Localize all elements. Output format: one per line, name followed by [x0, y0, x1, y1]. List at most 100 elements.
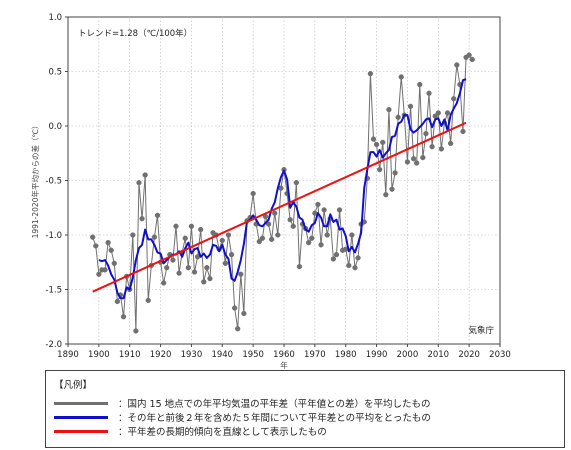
- data-point-annual: [219, 237, 225, 244]
- trend-annotation: トレンド=1.28（℃/100年）: [78, 28, 192, 39]
- x-tick-label: 1940: [211, 350, 233, 360]
- data-point-annual: [191, 269, 198, 275]
- data-point-annual: [420, 154, 426, 161]
- x-tick-label: 1990: [366, 350, 388, 360]
- data-point-annual: [225, 232, 232, 238]
- x-tick-label: 1920: [150, 350, 172, 360]
- data-point-annual: [336, 207, 343, 213]
- data-point-annual: [392, 170, 398, 176]
- y-tick-label: -1.0: [45, 231, 62, 241]
- data-point-annual: [389, 186, 395, 192]
- x-tick-label: 1980: [335, 350, 357, 360]
- data-point-annual: [161, 280, 167, 286]
- data-point-annual: [256, 238, 262, 245]
- legend: 【凡例】 ：国内 15 地点での年平均気温の平年差（平年値との差）を平均したもの…: [45, 370, 565, 448]
- legend-item-five-year-mean: ：その年と前後２年を含めた５年間について平年差との平均をとったもの: [54, 411, 431, 424]
- data-point-annual: [407, 103, 414, 110]
- data-point-annual: [198, 226, 204, 233]
- data-point-annual: [426, 90, 432, 96]
- legend-swatch-gray-line: [54, 401, 108, 405]
- data-point-annual: [105, 239, 111, 246]
- data-point-annual: [111, 260, 117, 266]
- data-point-annual: [133, 328, 139, 334]
- data-point-annual: [373, 141, 380, 148]
- data-point-annual: [235, 326, 241, 332]
- x-tick-label: 1960: [273, 350, 295, 360]
- data-point-annual: [90, 234, 96, 240]
- data-point-annual: [293, 180, 299, 186]
- temperature-anomaly-chart: 1890 1900 1910 1920 1930 1940 1950 1960 1970 1980…: [30, 13, 511, 370]
- data-point-annual: [383, 192, 389, 198]
- data-point-annual: [130, 232, 136, 238]
- data-point-annual: [423, 130, 429, 137]
- data-point-annual: [207, 275, 213, 282]
- legend-item-trend: ：平年差の長期的傾向を直線として表示したもの: [54, 425, 327, 438]
- data-point-annual: [466, 52, 472, 58]
- data-point-annual: [417, 81, 423, 88]
- legend-title: 【凡例】: [54, 380, 93, 391]
- source-label: 気象庁: [468, 325, 494, 336]
- data-point-annual: [250, 190, 256, 197]
- data-point-annual: [438, 146, 445, 152]
- data-point-annual: [306, 239, 312, 246]
- data-point-annual: [321, 207, 327, 213]
- data-point-annual: [265, 221, 272, 227]
- x-axis-ticks: 1890 1900 1910 1920 1930 1940 1950 1960 1970 1980…: [57, 344, 511, 360]
- data-point-annual: [96, 271, 102, 277]
- data-point-annual: [287, 217, 293, 223]
- series-line-annual: [92, 54, 473, 332]
- data-point-annual: [188, 223, 195, 229]
- x-tick-label: 2010: [427, 350, 449, 360]
- data-point-annual: [318, 242, 324, 248]
- data-point-annual: [296, 263, 303, 270]
- data-point-annual: [352, 265, 358, 271]
- data-point-annual: [404, 159, 411, 165]
- data-point-annual: [259, 235, 266, 241]
- data-point-annual: [108, 247, 114, 253]
- data-point-annual: [460, 128, 466, 135]
- data-point-annual: [139, 216, 145, 222]
- y-tick-label: -1.5: [45, 286, 62, 296]
- data-point-annual: [315, 201, 321, 208]
- y-tick-label: 1.0: [48, 13, 62, 23]
- data-point-annual: [395, 114, 401, 120]
- data-point-annual: [269, 236, 275, 243]
- data-point-annual: [170, 257, 176, 263]
- data-point-annual: [370, 136, 377, 142]
- data-point-annual: [386, 107, 392, 113]
- y-axis-title: 1991-2020年平均からの差（℃）: [30, 122, 40, 239]
- data-point-annual: [429, 144, 435, 150]
- data-point-annual: [114, 298, 121, 305]
- data-point-annual: [136, 180, 142, 186]
- data-point-annual: [454, 62, 460, 68]
- data-point-annual: [154, 212, 161, 219]
- data-point-annual: [377, 166, 383, 173]
- data-point-annual: [145, 297, 151, 304]
- data-point-annual: [398, 74, 404, 80]
- data-point-annual: [241, 310, 247, 317]
- data-point-annual: [142, 172, 148, 178]
- data-point-annual: [414, 160, 420, 166]
- data-point-annual: [164, 265, 170, 271]
- data-point-annual: [176, 270, 182, 276]
- legend-item-label: ：平年差の長期的傾向を直線として表示したもの: [118, 427, 327, 438]
- x-tick-label: 1930: [181, 350, 203, 360]
- x-tick-label: 1910: [119, 350, 141, 360]
- y-axis-ticks: -2.0 -1.5 -1.0 -0.5 0.0 0.5 1.0: [45, 13, 68, 350]
- data-point-annual: [333, 251, 340, 258]
- x-tick-label: 1970: [304, 350, 326, 360]
- data-point-annual: [231, 305, 238, 311]
- legend-item-label: ：国内 15 地点での年平均気温の平年差（平年値との差）を平均したもの: [118, 399, 431, 410]
- data-point-annual: [102, 267, 108, 273]
- x-axis-title: 年: [280, 360, 288, 370]
- data-point-annual: [204, 265, 210, 271]
- data-point-annual: [367, 71, 374, 77]
- series-line-five_year_mean: [98, 78, 467, 300]
- data-point-annual: [120, 314, 127, 320]
- data-point-annual: [469, 56, 475, 63]
- data-point-annual: [151, 234, 158, 240]
- data-point-annual: [173, 223, 179, 229]
- x-tick-label: 1890: [57, 350, 79, 360]
- data-point-annual: [444, 110, 451, 116]
- legend-item-annual: ：国内 15 地点での年平均気温の平年差（平年値との差）を平均したもの: [54, 397, 431, 410]
